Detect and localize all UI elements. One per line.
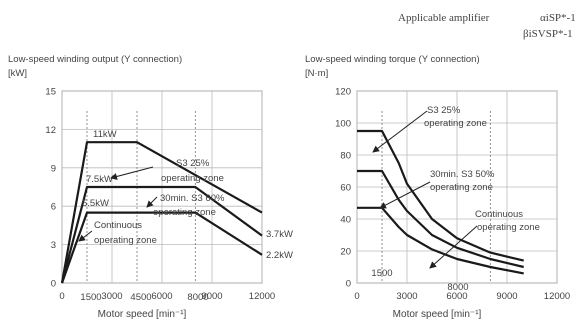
- zone-label: 30min. S3 60%: [160, 193, 225, 204]
- zone-arrow: [372, 110, 428, 153]
- speed-label: 1500: [80, 292, 101, 303]
- chart-title: Low-speed winding torque (Y connection): [305, 54, 480, 65]
- zone-label: Continuous: [94, 220, 142, 231]
- zone-arrow: [429, 225, 478, 269]
- x-tick-label: 6000: [151, 291, 172, 302]
- y-tick-label: 0: [346, 279, 351, 290]
- x-tick-label: 0: [354, 291, 359, 302]
- x-tick-label: 3000: [101, 291, 122, 302]
- y-axis-unit: [N·m]: [305, 68, 328, 79]
- y-tick-label: 40: [340, 215, 351, 226]
- speed-label: 1500: [371, 268, 392, 279]
- y-tick-label: 6: [51, 202, 56, 213]
- zone-label: S3 25%: [176, 158, 210, 169]
- amplifier-model-2: βiSVSP*-1: [523, 28, 573, 40]
- x-tick-label: 12000: [249, 291, 275, 302]
- y-axis-unit: [kW]: [8, 68, 27, 79]
- x-axis-label: Motor speed [min⁻¹]: [393, 309, 482, 320]
- y-tick-label: 20: [340, 247, 351, 258]
- series-line: [357, 169, 524, 269]
- speed-label: 8000: [187, 292, 208, 303]
- x-tick-label: 9000: [496, 291, 517, 302]
- value-label: 7.5kW: [86, 174, 113, 185]
- value-label: 2.2kW: [266, 250, 293, 261]
- y-tick-label: 15: [45, 87, 56, 98]
- series-line: [60, 211, 263, 284]
- zone-arrow: [110, 166, 154, 180]
- zone-arrow: [379, 181, 431, 209]
- y-tick-label: 3: [51, 240, 56, 251]
- zone-label: 30min. S3 50%: [430, 169, 495, 180]
- amplifier-model-1: αiSP*-1: [540, 12, 576, 24]
- y-tick-label: 120: [335, 87, 351, 98]
- zone-label: operating zone: [94, 235, 157, 246]
- x-tick-label: 0: [59, 291, 64, 302]
- x-tick-label: 6000: [446, 291, 467, 302]
- x-tick-label: 9000: [201, 291, 222, 302]
- value-label: 11kW: [93, 129, 117, 140]
- zone-label: operating zone: [153, 207, 216, 218]
- amplifier-label: Applicable amplifier: [398, 12, 490, 24]
- chart-title: Low-speed winding output (Y connection): [8, 54, 182, 65]
- y-tick-label: 100: [335, 119, 351, 130]
- x-axis-label: Motor speed [min⁻¹]: [98, 309, 187, 320]
- series-line: [357, 206, 524, 275]
- y-tick-label: 80: [340, 151, 351, 162]
- series-line: [60, 185, 263, 284]
- value-label: 3.7kW: [266, 229, 293, 240]
- speed-label: 4500: [130, 292, 151, 303]
- zone-label: Continuous: [475, 209, 523, 220]
- zone-label: operating zone: [424, 118, 487, 129]
- y-tick-label: 12: [45, 125, 56, 136]
- series-line: [357, 129, 524, 262]
- zone-label: operating zone: [161, 173, 224, 184]
- series-line: [60, 141, 263, 284]
- speed-label: 8000: [447, 282, 468, 293]
- y-tick-label: 60: [340, 183, 351, 194]
- y-tick-label: 0: [51, 279, 56, 290]
- zone-label: operating zone: [430, 182, 493, 193]
- zone-label: S3 25%: [427, 105, 461, 116]
- y-tick-label: 9: [51, 163, 56, 174]
- x-tick-label: 12000: [544, 291, 570, 302]
- value-label: 5.5kW: [82, 198, 109, 209]
- zone-arrow: [78, 230, 93, 242]
- zone-label: operating zone: [477, 222, 540, 233]
- zone-arrow: [146, 196, 158, 208]
- x-tick-label: 3000: [396, 291, 417, 302]
